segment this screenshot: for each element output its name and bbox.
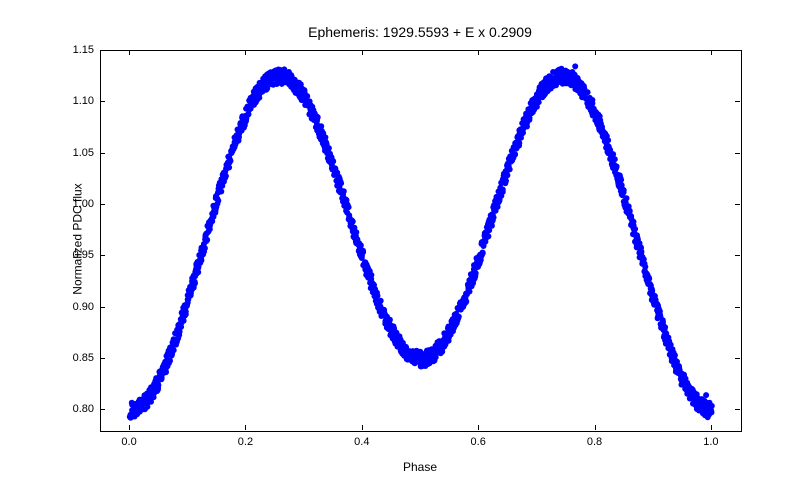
y-tick-mark bbox=[735, 255, 740, 256]
x-tick-mark bbox=[362, 50, 363, 55]
y-tick-mark bbox=[735, 101, 740, 102]
figure: Ephemeris: 1929.5593 + E x 0.2909 Normal… bbox=[0, 0, 800, 500]
y-tick-mark bbox=[735, 204, 740, 205]
x-tick-mark bbox=[595, 50, 596, 55]
y-tick-label: 1.00 bbox=[60, 198, 94, 210]
y-tick-mark bbox=[100, 50, 105, 51]
y-tick-label: 1.10 bbox=[60, 95, 94, 107]
y-tick-mark bbox=[100, 358, 105, 359]
x-tick-mark bbox=[245, 50, 246, 55]
x-tick-label: 0.6 bbox=[471, 436, 486, 448]
x-tick-mark bbox=[711, 425, 712, 430]
y-tick-mark bbox=[100, 409, 105, 410]
y-tick-mark bbox=[735, 153, 740, 154]
x-tick-label: 1.0 bbox=[703, 436, 718, 448]
y-tick-mark bbox=[100, 307, 105, 308]
x-tick-mark bbox=[478, 50, 479, 55]
y-tick-mark bbox=[735, 409, 740, 410]
y-tick-mark bbox=[100, 101, 105, 102]
x-tick-mark bbox=[362, 425, 363, 430]
y-tick-mark bbox=[735, 307, 740, 308]
y-tick-label: 0.95 bbox=[60, 249, 94, 261]
chart-title: Ephemeris: 1929.5593 + E x 0.2909 bbox=[100, 24, 740, 40]
y-tick-mark bbox=[100, 255, 105, 256]
y-tick-label: 0.90 bbox=[60, 301, 94, 313]
x-tick-label: 0.4 bbox=[354, 436, 369, 448]
x-tick-mark bbox=[129, 425, 130, 430]
x-tick-mark bbox=[595, 425, 596, 430]
x-axis-label: Phase bbox=[100, 460, 740, 474]
y-tick-label: 0.85 bbox=[60, 352, 94, 364]
y-tick-label: 1.05 bbox=[60, 147, 94, 159]
x-tick-label: 0.8 bbox=[587, 436, 602, 448]
y-tick-mark bbox=[735, 358, 740, 359]
plot-area bbox=[100, 50, 742, 432]
y-tick-mark bbox=[735, 50, 740, 51]
y-tick-label: 0.80 bbox=[60, 403, 94, 415]
x-tick-label: 0.0 bbox=[121, 436, 136, 448]
x-tick-mark bbox=[245, 425, 246, 430]
y-tick-label: 1.15 bbox=[60, 44, 94, 56]
x-tick-mark bbox=[711, 50, 712, 55]
y-tick-mark bbox=[100, 153, 105, 154]
x-tick-mark bbox=[129, 50, 130, 55]
scatter-layer bbox=[101, 51, 741, 431]
x-tick-mark bbox=[478, 425, 479, 430]
y-tick-mark bbox=[100, 204, 105, 205]
x-tick-label: 0.2 bbox=[238, 436, 253, 448]
